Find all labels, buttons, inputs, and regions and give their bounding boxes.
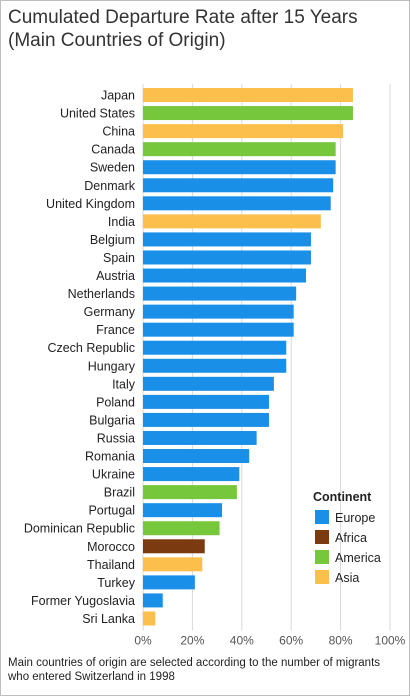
bar	[143, 88, 353, 103]
bar	[143, 575, 195, 590]
bar	[143, 394, 269, 409]
bar	[143, 196, 331, 211]
category-label: Sweden	[90, 161, 135, 175]
bar	[143, 611, 156, 626]
legend-swatch	[315, 550, 329, 564]
category-label: United States	[60, 107, 135, 121]
category-label: Romania	[85, 450, 135, 464]
category-label: Canada	[91, 143, 135, 157]
bar	[143, 358, 287, 373]
legend-label: Europe	[335, 511, 375, 525]
x-tick-label: 20%	[180, 634, 204, 648]
category-label: Hungary	[88, 359, 136, 373]
category-label: Bulgaria	[89, 413, 135, 427]
category-label: Morocco	[87, 540, 135, 554]
category-label: Turkey	[97, 576, 135, 590]
category-label: Belgium	[90, 233, 135, 247]
category-label: Dominican Republic	[24, 522, 135, 536]
category-label: Brazil	[104, 486, 135, 500]
bar	[143, 467, 240, 482]
x-tick-label: 40%	[230, 634, 254, 648]
footnote: Main countries of origin are selected ac…	[8, 657, 381, 683]
bar	[143, 412, 269, 427]
legend-swatch	[315, 570, 329, 584]
category-label: Former Yugoslavia	[31, 594, 135, 608]
x-tick-label: 0%	[134, 634, 152, 648]
category-label: Austria	[96, 269, 135, 283]
bar	[143, 268, 307, 283]
category-label: Poland	[96, 395, 135, 409]
bar	[143, 449, 250, 464]
bar	[143, 124, 344, 139]
category-label: China	[102, 125, 135, 139]
bar	[143, 340, 287, 355]
category-label: France	[96, 323, 135, 337]
chart-title: Cumulated Departure Rate after 15 Years …	[8, 7, 358, 51]
legend-label: Asia	[335, 571, 359, 585]
category-label: Sri Lanka	[82, 612, 135, 626]
bar	[143, 430, 257, 445]
legend-label: Africa	[335, 531, 367, 545]
bar	[143, 485, 237, 500]
category-label: United Kingdom	[46, 197, 135, 211]
legend-swatch	[315, 530, 329, 544]
category-label: India	[108, 215, 135, 229]
bar	[143, 322, 294, 337]
legend-swatch	[315, 510, 329, 524]
bar	[143, 521, 220, 536]
bar	[143, 376, 274, 391]
category-label: Italy	[112, 377, 136, 391]
bar	[143, 106, 353, 121]
x-tick-label: 100%	[375, 634, 406, 648]
bar	[143, 286, 297, 301]
legend-title: Continent	[313, 490, 372, 504]
bar	[143, 557, 203, 572]
legend-label: America	[335, 551, 381, 565]
x-tick-label: 60%	[279, 634, 303, 648]
category-label: Thailand	[87, 558, 135, 572]
category-label: Germany	[84, 305, 136, 319]
category-label: Czech Republic	[47, 341, 135, 355]
bar	[143, 503, 223, 518]
bar	[143, 142, 336, 157]
bar	[143, 250, 311, 265]
category-label: Japan	[101, 89, 135, 103]
category-label: Ukraine	[92, 468, 135, 482]
bar	[143, 593, 163, 608]
bar	[143, 178, 334, 193]
category-label: Netherlands	[68, 287, 135, 301]
category-label: Spain	[103, 251, 135, 265]
category-label: Portugal	[88, 504, 135, 518]
x-tick-label: 80%	[329, 634, 353, 648]
category-label: Russia	[97, 431, 135, 445]
bar	[143, 160, 336, 175]
bar-chart: 0% 20% 40% 60% 80% 100% Japan United States Chin…	[24, 84, 406, 648]
category-label: Denmark	[84, 179, 135, 193]
bar	[143, 232, 311, 247]
bar	[143, 304, 294, 319]
bar	[143, 539, 205, 554]
bar	[143, 214, 321, 229]
